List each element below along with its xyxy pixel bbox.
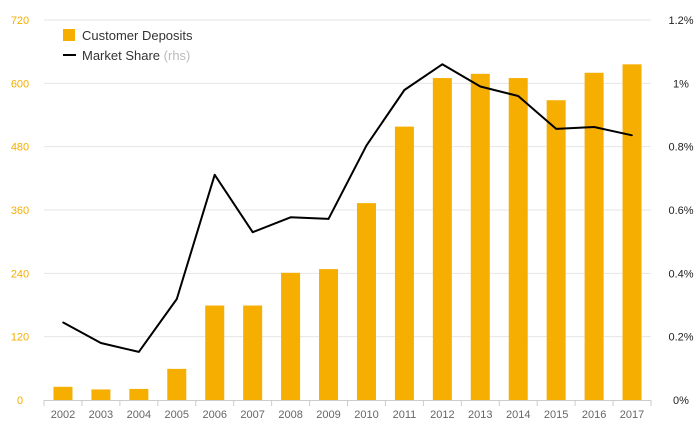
y-left-tick-label: 480 xyxy=(11,142,29,154)
y-right-tick-label: 1% xyxy=(673,78,689,90)
x-tick-label: 2012 xyxy=(430,409,454,421)
x-tick-label: 2006 xyxy=(202,409,226,421)
y-left-tick-label: 120 xyxy=(11,332,29,344)
x-tick-label: 2009 xyxy=(316,409,340,421)
y-right-tick-label: 0.6% xyxy=(668,205,693,217)
bar-2017 xyxy=(622,64,642,400)
line-point-2013 xyxy=(479,85,482,88)
x-tick-label: 2003 xyxy=(89,409,113,421)
line-point-2012 xyxy=(441,63,444,66)
legend-label-market-share-suffix: (rhs) xyxy=(164,48,191,63)
legend-label-market-share-name: Market Share xyxy=(82,48,160,63)
y-left-tick-label: 600 xyxy=(11,78,29,90)
line-point-2014 xyxy=(517,95,520,97)
bar-2007 xyxy=(243,305,263,400)
line-point-2017 xyxy=(631,134,633,137)
bar-series xyxy=(53,64,642,401)
bar-2013 xyxy=(470,73,490,400)
x-tick-label: 2016 xyxy=(582,409,606,421)
y-left-tick-label: 240 xyxy=(11,268,29,280)
line-point-2008 xyxy=(289,216,292,219)
bar-2011 xyxy=(394,126,414,400)
x-tick-label: 2008 xyxy=(278,409,302,421)
market-share-line xyxy=(62,63,633,353)
legend-swatch-customer-deposits xyxy=(63,29,75,41)
line-point-2002 xyxy=(62,321,64,324)
bar-2005 xyxy=(167,368,187,400)
legend-label-market-share: Market Share (rhs) xyxy=(82,48,190,63)
y-right-tick-label: 1.2% xyxy=(668,15,693,27)
x-tick-label: 2015 xyxy=(544,409,568,421)
legend-label-customer-deposits: Customer Deposits xyxy=(82,28,193,43)
bar-2004 xyxy=(129,388,149,400)
x-tick-label: 2004 xyxy=(127,409,151,421)
x-tick-label: 2011 xyxy=(393,409,417,421)
bar-2012 xyxy=(432,78,452,401)
bar-2016 xyxy=(584,72,604,401)
x-tick-label: 2014 xyxy=(506,409,530,421)
x-tick-label: 2013 xyxy=(468,409,492,421)
bar-2014 xyxy=(508,78,528,401)
x-tick-label: 2010 xyxy=(354,409,378,421)
y-right-tick-label: 0.4% xyxy=(668,268,693,280)
y-left-tick-label: 720 xyxy=(11,15,29,27)
line-point-2007 xyxy=(251,231,254,233)
legend: Customer Deposits Market Share (rhs) xyxy=(63,28,193,63)
x-tick-label: 2007 xyxy=(240,409,264,421)
bar-2008 xyxy=(281,272,301,400)
bar-2006 xyxy=(205,305,225,400)
line-point-2004 xyxy=(138,351,140,353)
y-right-tick-label: 0.8% xyxy=(668,142,693,154)
line-point-2006 xyxy=(213,174,216,176)
y-right-tick-label: 0% xyxy=(673,395,689,407)
x-tick-label: 2017 xyxy=(620,409,644,421)
bar-2010 xyxy=(356,203,376,400)
bar-2009 xyxy=(319,269,339,400)
line-point-2003 xyxy=(100,342,102,344)
line-point-2005 xyxy=(175,298,178,300)
x-tick-label: 2002 xyxy=(51,409,75,421)
line-point-2010 xyxy=(365,144,368,147)
axes: 2002 2003 2004 2005 2006 2007 2008 2009 2010 2011… xyxy=(11,15,694,421)
bar-2003 xyxy=(91,389,111,400)
line-series xyxy=(62,63,633,353)
line-point-2016 xyxy=(593,126,595,128)
line-point-2011 xyxy=(403,89,406,91)
y-left-tick-label: 0 xyxy=(17,395,23,407)
line-point-2009 xyxy=(327,218,330,220)
line-point-2015 xyxy=(555,128,557,130)
bar-2002 xyxy=(53,386,73,400)
bar-2015 xyxy=(546,100,566,400)
x-tick-label: 2005 xyxy=(165,409,189,421)
y-left-tick-label: 360 xyxy=(11,205,29,217)
y-right-tick-label: 0.2% xyxy=(668,332,693,344)
